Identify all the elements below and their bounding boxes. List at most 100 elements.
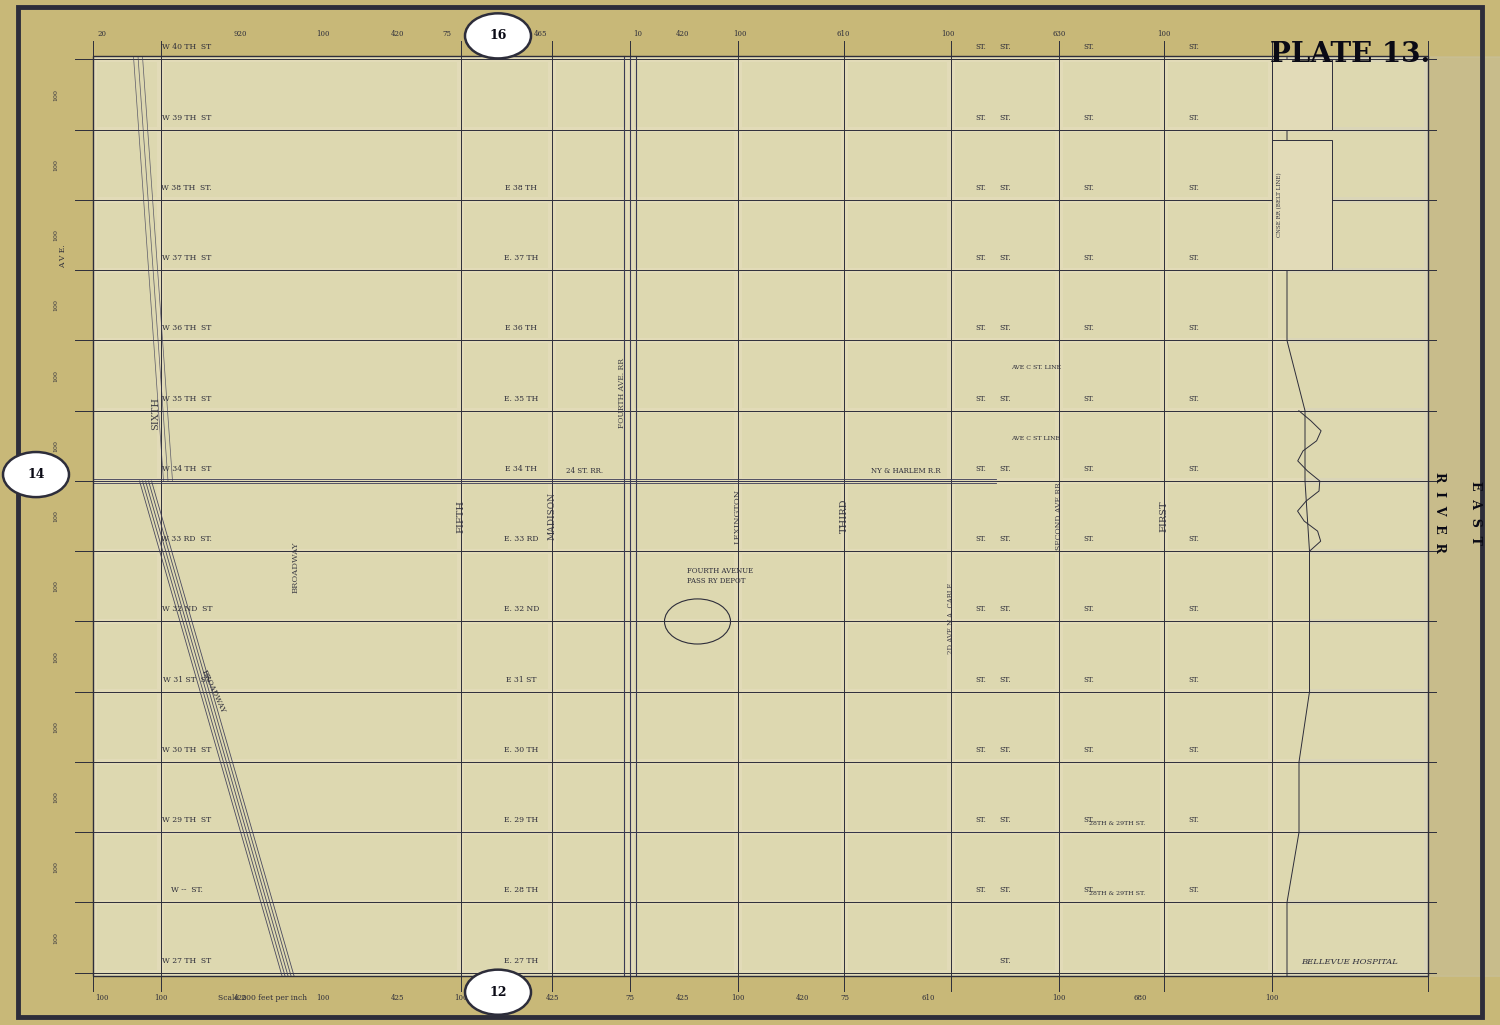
Bar [741,484,840,548]
Text: 28TH & 29TH ST.: 28TH & 29TH ST. [1089,821,1146,826]
Text: 420: 420 [234,994,246,1002]
Bar [741,132,840,198]
Bar [96,343,156,408]
Text: ST.: ST. [1083,395,1095,403]
Text: FOURTH AVENUE
PASS RY DEPOT: FOURTH AVENUE PASS RY DEPOT [687,568,753,584]
Text: 920: 920 [234,30,246,38]
Text: ST.: ST. [1188,43,1200,51]
Bar [1062,834,1160,900]
Text: 425: 425 [546,994,558,1002]
Bar [741,834,840,900]
Bar [1062,765,1160,829]
Bar [555,834,627,900]
Bar [465,624,549,689]
Text: W 39 TH  ST: W 39 TH ST [162,114,211,122]
Text: FIRST: FIRST [1160,500,1168,532]
Bar [741,203,840,268]
Text: ST.: ST. [975,43,987,51]
Bar [954,484,1054,548]
Bar [1167,554,1268,619]
Text: ST.: ST. [999,956,1011,965]
Bar [741,63,840,127]
Text: E. 28 TH: E. 28 TH [504,887,538,894]
Bar [1275,905,1424,970]
Bar [1167,203,1268,268]
Text: 100: 100 [53,229,58,241]
Bar [954,63,1054,127]
Text: ST.: ST. [999,464,1011,473]
Text: ST.: ST. [1083,675,1095,684]
Text: W 30 TH  ST: W 30 TH ST [162,746,211,753]
Bar [1167,765,1268,829]
Text: W 35 TH  ST: W 35 TH ST [162,395,211,403]
Text: 14: 14 [27,468,45,481]
Bar [165,624,456,689]
Text: 425: 425 [675,994,688,1002]
Bar [96,484,156,548]
Text: 100: 100 [53,791,58,804]
Text: E. 27 TH: E. 27 TH [504,956,538,965]
Text: 425: 425 [390,994,405,1002]
Text: 420: 420 [390,30,405,38]
Text: ST.: ST. [1083,324,1095,332]
Bar [954,203,1054,268]
Text: NY & HARLEM R.R: NY & HARLEM R.R [871,466,940,475]
Bar [1062,273,1160,338]
Bar [555,554,627,619]
Bar [165,132,456,198]
Text: E 34 TH: E 34 TH [506,464,537,473]
Text: 100: 100 [732,994,744,1002]
Bar [465,554,549,619]
Text: 16: 16 [489,30,507,42]
Text: ST.: ST. [1188,816,1200,824]
Text: SECOND AVE RR: SECOND AVE RR [1054,482,1064,550]
Text: W 34 TH  ST: W 34 TH ST [162,464,211,473]
Bar [1275,343,1424,408]
Bar [465,203,549,268]
Text: 420: 420 [795,994,810,1002]
Text: ST.: ST. [999,887,1011,894]
Text: 28TH & 29TH ST.: 28TH & 29TH ST. [1089,892,1146,896]
Bar [1167,624,1268,689]
Bar [633,273,735,338]
Bar [847,413,948,479]
Text: 100: 100 [492,30,506,38]
Text: ST.: ST. [999,114,1011,122]
Text: ST.: ST. [999,675,1011,684]
Bar [165,273,456,338]
Bar [1275,413,1424,479]
Text: SIXTH: SIXTH [152,397,160,430]
Bar [633,765,735,829]
Bar [847,765,948,829]
Text: ST.: ST. [975,746,987,753]
Text: E 31 ST: E 31 ST [506,675,537,684]
Text: E. 30 TH: E. 30 TH [504,746,538,753]
Bar [633,132,735,198]
Text: 100: 100 [53,580,58,592]
Bar [741,343,840,408]
Text: 10: 10 [633,30,642,38]
Text: ST.: ST. [1083,43,1095,51]
Bar [954,554,1054,619]
Text: ST.: ST. [1083,606,1095,613]
Text: W 40 TH  ST: W 40 TH ST [162,43,211,51]
Bar [1167,63,1268,127]
Bar [555,413,627,479]
Bar [96,413,156,479]
Bar [1167,834,1268,900]
Bar [847,203,948,268]
Bar [954,273,1054,338]
Bar [741,624,840,689]
Text: E. 32 ND: E. 32 ND [504,606,538,613]
Bar [741,273,840,338]
Text: 100: 100 [53,651,58,662]
Bar [1272,59,1332,130]
Text: ST.: ST. [999,816,1011,824]
Text: 2D AVE N.A. CABLE: 2D AVE N.A. CABLE [946,583,956,654]
Text: ST.: ST. [1188,324,1200,332]
Bar [465,273,549,338]
Text: AVE C ST. LINE: AVE C ST. LINE [1011,366,1060,370]
Bar [96,694,156,760]
Text: E. 35 TH: E. 35 TH [504,395,538,403]
Text: 100: 100 [53,440,58,452]
